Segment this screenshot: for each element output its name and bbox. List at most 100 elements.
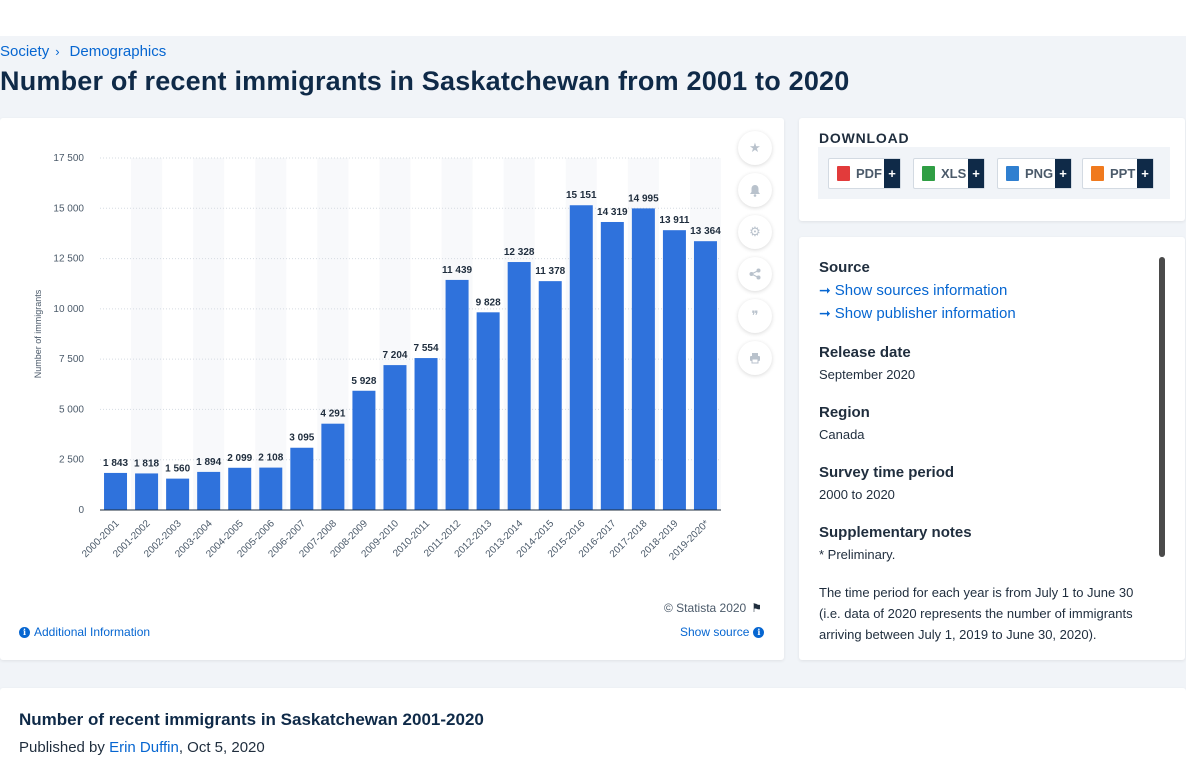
- download-ppt-label: PPT: [1110, 166, 1136, 181]
- y-tick-label: 0: [78, 505, 84, 516]
- bar-value-label: 14 319: [597, 207, 628, 218]
- plus-icon: +: [1137, 159, 1153, 188]
- bar-value-label: 7 204: [382, 350, 407, 361]
- plus-icon: +: [968, 159, 984, 188]
- breadcrumb-society[interactable]: Society: [0, 43, 50, 60]
- bar: [104, 472, 128, 510]
- column-band: [193, 158, 225, 510]
- bar: [476, 312, 500, 510]
- bar-value-label: 7 554: [414, 343, 439, 354]
- xls-file-icon: [922, 166, 935, 181]
- bar-value-label: 2 099: [227, 453, 252, 464]
- publication-title: Number of recent immigrants in Saskatche…: [19, 710, 484, 729]
- scrollbar-thumb[interactable]: [1159, 257, 1165, 557]
- show-sources-link[interactable]: ➞ Show sources information: [819, 282, 1155, 299]
- region-value: Canada: [819, 427, 865, 442]
- bar-value-label: 11 439: [442, 265, 472, 276]
- favorite-star-icon[interactable]: ★: [738, 131, 772, 165]
- supplementary-note-period: The time period for each year is from Ju…: [819, 585, 1134, 642]
- author-link[interactable]: Erin Duffin: [109, 739, 179, 756]
- bar-value-label: 13 364: [690, 226, 721, 237]
- survey-period-value: 2000 to 2020: [819, 487, 895, 502]
- info-scrollbar[interactable]: [1159, 257, 1165, 557]
- flag-icon[interactable]: ⚑: [751, 601, 762, 615]
- quote-icon[interactable]: ❞: [738, 299, 772, 333]
- arrow-right-icon: ➞: [819, 282, 831, 298]
- bar-value-label: 12 328: [504, 247, 535, 258]
- settings-gear-icon[interactable]: ⚙: [738, 215, 772, 249]
- published-by: Published by Erin Duffin, Oct 5, 2020: [19, 739, 265, 756]
- bar: [166, 478, 190, 510]
- bar-value-label: 3 095: [289, 433, 314, 444]
- credit-text: © Statista 2020: [664, 601, 747, 615]
- download-ppt-button[interactable]: PPT +: [1082, 158, 1154, 189]
- download-pdf-label: PDF: [856, 166, 882, 181]
- region-heading: Region: [819, 404, 870, 421]
- additional-information-link[interactable]: i Additional Information: [19, 625, 150, 639]
- y-tick-label: 10 000: [53, 304, 84, 315]
- info-icon: i: [19, 626, 30, 638]
- download-title: DOWNLOAD: [819, 130, 910, 146]
- bar-value-label: 1 818: [134, 458, 159, 469]
- download-pdf-button[interactable]: PDF +: [828, 158, 901, 189]
- bar: [259, 467, 283, 510]
- bar: [228, 467, 252, 510]
- bar-value-label: 5 928: [351, 376, 376, 387]
- print-icon[interactable]: [738, 341, 772, 375]
- bar: [538, 281, 562, 510]
- publish-date: , Oct 5, 2020: [178, 739, 265, 756]
- ppt-file-icon: [1091, 166, 1104, 181]
- download-xls-button[interactable]: XLS +: [913, 158, 985, 189]
- y-tick-label: 17 500: [53, 153, 84, 164]
- bar: [352, 390, 376, 510]
- share-icon[interactable]: [738, 257, 772, 291]
- additional-information-label: Additional Information: [34, 625, 151, 639]
- release-date-heading: Release date: [819, 344, 911, 361]
- top-bar: [0, 0, 1186, 36]
- bar: [507, 262, 531, 510]
- show-publisher-link[interactable]: ➞ Show publisher information: [819, 305, 1155, 322]
- bar-value-label: 1 894: [196, 457, 221, 468]
- page-title: Number of recent immigrants in Saskatche…: [0, 66, 850, 96]
- show-source-link[interactable]: Show source i: [680, 625, 765, 639]
- pdf-file-icon: [837, 166, 850, 181]
- show-publisher-label: Show publisher information: [834, 305, 1016, 322]
- supplementary-notes-heading: Supplementary notes: [819, 524, 972, 541]
- y-tick-label: 12 500: [53, 254, 84, 265]
- download-card: DOWNLOAD PDF + XLS + PNG + PPT +: [799, 118, 1185, 221]
- chevron-right-icon: ›: [55, 44, 60, 59]
- y-tick-label: 5 000: [59, 404, 84, 415]
- bar: [600, 221, 624, 510]
- bar-value-label: 14 995: [628, 193, 659, 204]
- bar-chart: 0 2 500 5 000 7 500 10 000 12 500 15 000 17 500…: [33, 153, 721, 563]
- bar-value-label: 13 911: [659, 215, 689, 226]
- info-icon: i: [753, 626, 765, 638]
- png-file-icon: [1006, 166, 1019, 181]
- survey-period-heading: Survey time period: [819, 464, 955, 481]
- bar: [631, 208, 655, 510]
- download-png-label: PNG: [1025, 166, 1054, 181]
- download-png-button[interactable]: PNG +: [997, 158, 1072, 189]
- bar: [383, 365, 407, 510]
- chart-credit: © Statista 2020 ⚑: [664, 601, 762, 615]
- plus-icon: +: [1055, 159, 1071, 188]
- breadcrumb-demographics[interactable]: Demographics: [69, 43, 167, 60]
- bar-value-label: 1 843: [103, 458, 128, 469]
- bar-value-label: 4 291: [320, 409, 345, 420]
- plus-icon: +: [884, 159, 900, 188]
- bar-value-label: 1 560: [165, 464, 190, 475]
- show-source-label: Show source: [680, 625, 750, 639]
- y-tick-label: 2 500: [59, 455, 84, 466]
- bar-value-label: 15 151: [566, 190, 597, 201]
- bar: [197, 471, 221, 510]
- y-tick-label: 15 000: [53, 203, 84, 214]
- publication-card: Number of recent immigrants in Saskatche…: [0, 688, 1186, 760]
- download-panel: PDF + XLS + PNG + PPT +: [818, 147, 1170, 199]
- download-xls-label: XLS: [941, 166, 967, 181]
- y-axis-label: Number of immigrants: [33, 289, 43, 378]
- statistic-info-card: Source ➞ Show sources information ➞ Show…: [799, 237, 1185, 660]
- bar: [290, 447, 314, 510]
- breadcrumb: Society › Demographics: [0, 43, 166, 60]
- chart-card: 0 2 500 5 000 7 500 10 000 12 500 15 000 17 500…: [0, 118, 784, 660]
- notification-bell-icon[interactable]: [738, 173, 772, 207]
